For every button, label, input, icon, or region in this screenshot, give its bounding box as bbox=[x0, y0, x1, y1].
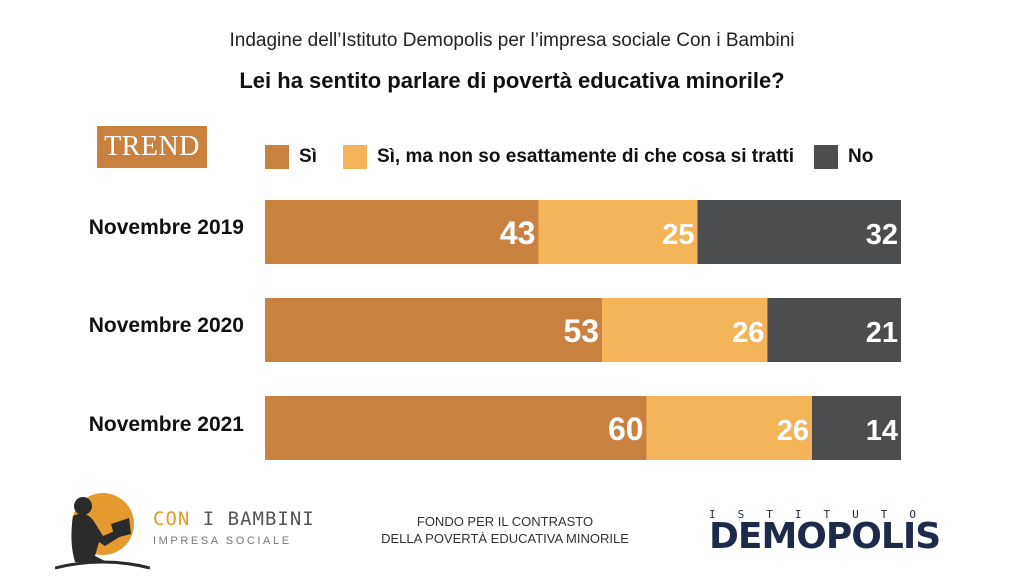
bar-value-label-no-1: 21 bbox=[866, 317, 898, 349]
legend-item-si-ma: Sì, ma non so esattamente di che cosa si… bbox=[342, 145, 795, 169]
legend-label-si-ma: Sì, ma non so esattamente di che cosa si… bbox=[376, 146, 795, 167]
bar-si-ma-0 bbox=[538, 200, 698, 264]
chart-subtitle: Indagine dell’Istituto Demopolis per l’i… bbox=[229, 30, 795, 51]
legend-swatch-no bbox=[814, 145, 839, 169]
bar-si-0 bbox=[265, 200, 539, 264]
con-i-bambini-logo-icon bbox=[55, 493, 150, 570]
bar-value-label-si-ma-1: 26 bbox=[732, 317, 764, 349]
bar-no-1 bbox=[767, 298, 901, 362]
row-label-2020: Novembre 2020 bbox=[88, 314, 244, 337]
legend-item-no: No bbox=[814, 145, 873, 169]
demopolis-logo-text: DEMOPOLIS bbox=[709, 516, 941, 557]
bar-no-2 bbox=[811, 396, 901, 460]
bar-value-label-si-ma-0: 25 bbox=[662, 219, 694, 251]
fund-note-line2: DELLA POVERTÀ EDUCATIVA MINORILE bbox=[381, 531, 629, 546]
bar-si-1 bbox=[265, 298, 603, 362]
bar-value-label-no-2: 14 bbox=[866, 415, 898, 447]
legend-label-no: No bbox=[848, 146, 874, 167]
bar-value-label-si-ma-2: 26 bbox=[777, 415, 809, 447]
legend-swatch-si-ma bbox=[342, 145, 367, 169]
i-bambini-label: I BAMBINI bbox=[202, 508, 315, 530]
bar-si-ma-2 bbox=[646, 396, 812, 460]
legend-swatch-si bbox=[265, 145, 289, 169]
chart-legend: Sì Sì, ma non so esattamente di che cosa… bbox=[265, 144, 873, 170]
fund-note-line1: FONDO PER IL CONTRASTO bbox=[416, 514, 594, 529]
con-i-bambini-subtitle: IMPRESA SOCIALE bbox=[153, 535, 292, 547]
bar-si-ma-1 bbox=[602, 298, 768, 362]
con-label: CON bbox=[153, 508, 191, 530]
bar-value-label-no-0: 32 bbox=[866, 219, 898, 251]
bar-no-0 bbox=[697, 200, 901, 264]
bar-value-label-si-2: 60 bbox=[608, 411, 644, 447]
row-label-2021: Novembre 2021 bbox=[88, 413, 244, 436]
row-label-2019: Novembre 2019 bbox=[88, 216, 244, 239]
fund-note: FONDO PER IL CONTRASTO DELLA POVERTÀ EDU… bbox=[360, 513, 650, 547]
bar-si-2 bbox=[265, 396, 647, 460]
legend-item-si: Sì bbox=[265, 145, 317, 169]
demopolis-istituto-label: ISTITUTO bbox=[709, 508, 938, 521]
legend-label-si: Sì bbox=[299, 146, 317, 167]
chart-title: Lei ha sentito parlare di povertà educat… bbox=[239, 68, 785, 93]
bar-value-label-si-0: 43 bbox=[500, 215, 536, 251]
con-i-bambini-title: CON I BAMBINI bbox=[153, 508, 315, 530]
bar-value-label-si-1: 53 bbox=[563, 313, 599, 349]
trend-badge: TREND bbox=[97, 126, 207, 168]
